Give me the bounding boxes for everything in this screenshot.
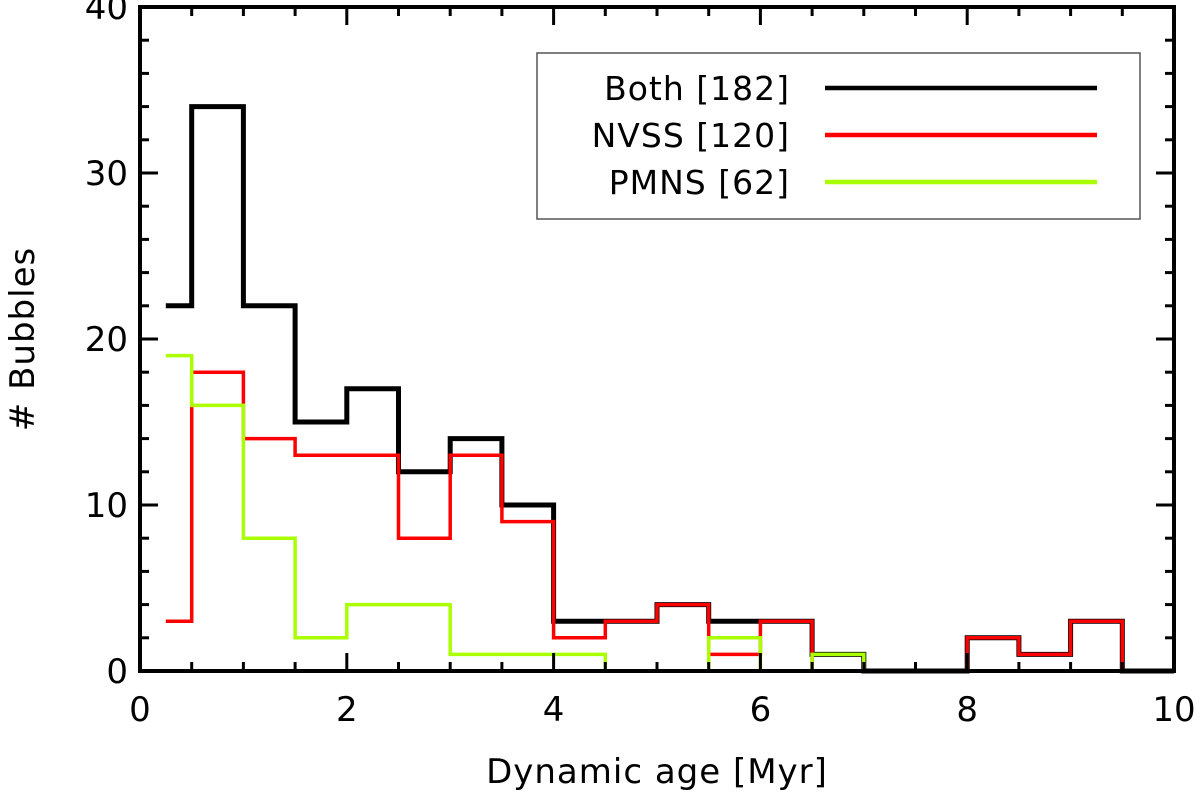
legend-label: PMNS [62] xyxy=(609,163,790,202)
x-axis-title: Dynamic age [Myr] xyxy=(486,752,828,792)
ticks-layer xyxy=(138,5,1176,673)
tick-labels: 0 2 4 6 8 10 0 10 20 30 40 xyxy=(85,0,1196,730)
legend: Both [182] NVSS [120] PMNS [62] xyxy=(536,52,1141,220)
series-pmns-line xyxy=(165,353,1174,673)
x-tick-label: 4 xyxy=(543,690,565,730)
y-tick-label: 40 xyxy=(85,0,128,28)
y-tick-label: 30 xyxy=(85,154,128,194)
y-axis-title: # Bubbles xyxy=(3,247,43,431)
x-tick-label: 6 xyxy=(750,690,772,730)
y-tick-label: 20 xyxy=(85,320,128,360)
x-tick-label: 8 xyxy=(956,690,978,730)
series-nvss-line xyxy=(165,370,1174,673)
legend-label: NVSS [120] xyxy=(592,116,790,155)
x-tick-label: 0 xyxy=(129,690,151,730)
y-tick-label: 10 xyxy=(85,486,128,526)
x-tick-label: 2 xyxy=(336,690,358,730)
legend-label: Both [182] xyxy=(604,69,790,108)
y-tick-label: 0 xyxy=(106,652,128,692)
x-tick-label: 10 xyxy=(1152,690,1195,730)
legend-entries: Both [182] NVSS [120] PMNS [62] xyxy=(592,69,1097,202)
